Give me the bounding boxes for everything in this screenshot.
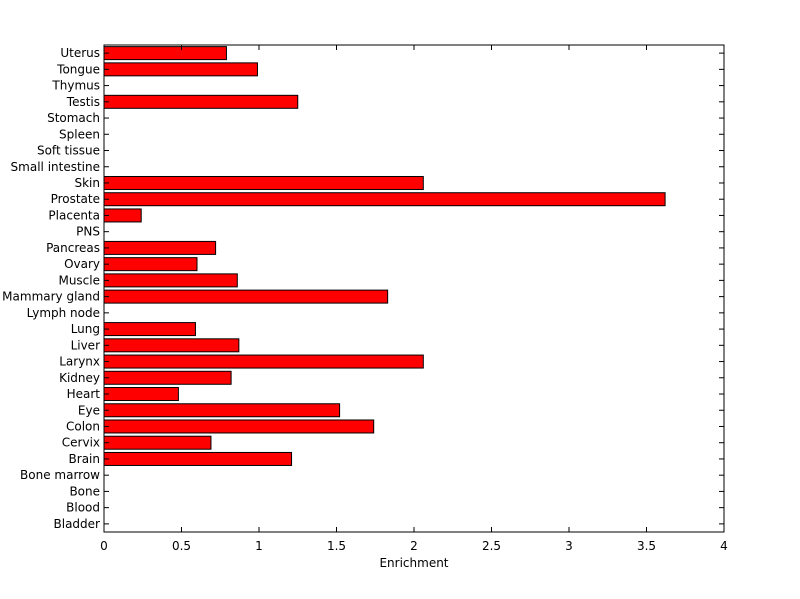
y-tick-label-bladder: Bladder (54, 517, 101, 531)
plot-area (104, 45, 724, 532)
bar-muscle (103, 273, 238, 288)
y-tick-label-bone-marrow: Bone marrow (20, 468, 100, 482)
y-tick-label-cervix: Cervix (62, 436, 100, 450)
y-tick-label-ovary: Ovary (64, 257, 100, 271)
y-tick-label-heart: Heart (67, 387, 101, 401)
y-tick-label-skin: Skin (74, 176, 100, 190)
x-ticks-group: 0 0.5 1 1.5 2 2.5 3 3.5 4 (100, 45, 728, 553)
y-tick-label-stomach: Stomach (47, 111, 100, 125)
y-tick-label-lung: Lung (71, 322, 100, 336)
bar-heart (103, 387, 179, 402)
y-tick-label-brain: Brain (69, 452, 100, 466)
bar-cervix (103, 435, 212, 450)
y-tick-label-placenta: Placenta (48, 208, 100, 222)
y-tick-label-mammary-gland: Mammary gland (2, 290, 100, 304)
y-tick-label-bone: Bone (69, 484, 100, 498)
y-tick-label-tongue: Tongue (56, 62, 100, 76)
bar-kidney (103, 370, 232, 385)
y-tick-label-spleen: Spleen (59, 127, 100, 141)
x-tick-label-1: 1 (255, 539, 263, 553)
bar-testis (103, 94, 299, 109)
x-tick-label-0p5: 0.5 (172, 539, 191, 553)
bar-lung (103, 322, 196, 337)
y-tick-label-testis: Testis (66, 95, 100, 109)
x-tick-label-0: 0 (100, 539, 108, 553)
bar-liver (103, 338, 240, 353)
y-ticks-group: Bladder Blood Bone Bone marrow Brain Cervix Co… (2, 46, 724, 531)
bar-ovary (103, 257, 198, 272)
y-tick-label-pancreas: Pancreas (46, 241, 100, 255)
x-tick-label-3p5: 3.5 (637, 539, 656, 553)
y-tick-label-pns: PNS (76, 225, 100, 239)
x-tick-label-2: 2 (410, 539, 418, 553)
y-tick-label-liver: Liver (71, 338, 101, 352)
bar-tongue (103, 62, 258, 77)
bar-colon (103, 419, 375, 434)
bar-prostate (103, 192, 666, 207)
x-tick-label-3: 3 (565, 539, 573, 553)
y-tick-label-small-intestine: Small intestine (11, 160, 100, 174)
y-tick-label-muscle: Muscle (58, 273, 100, 287)
x-tick-label-4: 4 (720, 539, 728, 553)
y-tick-label-blood: Blood (66, 501, 100, 515)
y-tick-label-larynx: Larynx (59, 355, 100, 369)
bar-mammary-gland (103, 289, 389, 304)
bar-uterus (103, 46, 227, 61)
plot-frame (103, 44, 725, 533)
y-tick-label-eye: Eye (78, 403, 100, 417)
bar-brain (103, 451, 293, 466)
y-tick-label-colon: Colon (66, 419, 100, 433)
y-tick-label-thymus: Thymus (51, 79, 100, 93)
y-tick-label-prostate: Prostate (51, 192, 100, 206)
y-tick-label-soft-tissue: Soft tissue (37, 144, 100, 158)
x-tick-label-2p5: 2.5 (482, 539, 501, 553)
bar-eye (103, 403, 341, 418)
x-axis-label: Enrichment (379, 556, 448, 570)
y-tick-label-uterus: Uterus (60, 46, 100, 60)
y-tick-label-lymph-node: Lymph node (27, 306, 100, 320)
bar-pancreas (103, 240, 217, 255)
bar-larynx (103, 354, 424, 369)
y-tick-label-kidney: Kidney (59, 371, 100, 385)
x-tick-label-1p5: 1.5 (327, 539, 346, 553)
bar-placenta (103, 208, 142, 223)
bar-skin (103, 175, 424, 190)
